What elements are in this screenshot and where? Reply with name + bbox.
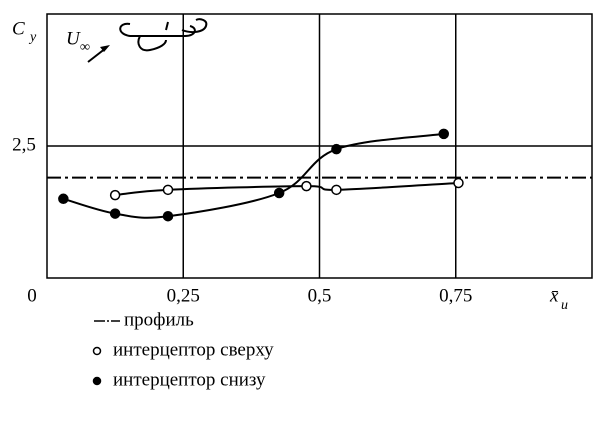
y-axis-label-sub: y: [28, 30, 37, 45]
data-point: [59, 194, 68, 203]
data-point: [163, 185, 172, 194]
data-point: [163, 212, 172, 221]
y-tick-label: 2,5: [12, 134, 36, 155]
legend-label: профиль: [124, 309, 194, 330]
legend-symbol: [94, 348, 101, 355]
legend-label: интерцептор снизу: [113, 369, 266, 390]
x-tick-label: 0,25: [167, 285, 200, 306]
data-point: [275, 188, 284, 197]
data-point: [439, 129, 448, 138]
legend-symbol: [94, 378, 101, 385]
chart: C y x̄ u U ∞ 0 0,25 0,5 0,75 2,5 профиль интер…: [0, 0, 594, 424]
x-axis-label: x̄: [549, 285, 559, 306]
annotation-sub: ∞: [80, 40, 90, 55]
x-tick-label: 0,75: [439, 285, 472, 306]
data-point: [302, 182, 311, 191]
data-point: [332, 185, 341, 194]
x-tick-label: 0: [27, 285, 37, 306]
data-point: [332, 145, 341, 154]
data-point: [111, 191, 120, 200]
data-point: [454, 178, 463, 187]
annotation: U: [66, 28, 81, 49]
y-axis-label: C: [12, 18, 25, 39]
legend-label: интерцептор сверху: [113, 339, 274, 360]
data-point: [111, 209, 120, 218]
flow-sketch: [88, 19, 206, 62]
x-axis-label-sub: u: [561, 298, 568, 313]
x-tick-label: 0,5: [308, 285, 332, 306]
